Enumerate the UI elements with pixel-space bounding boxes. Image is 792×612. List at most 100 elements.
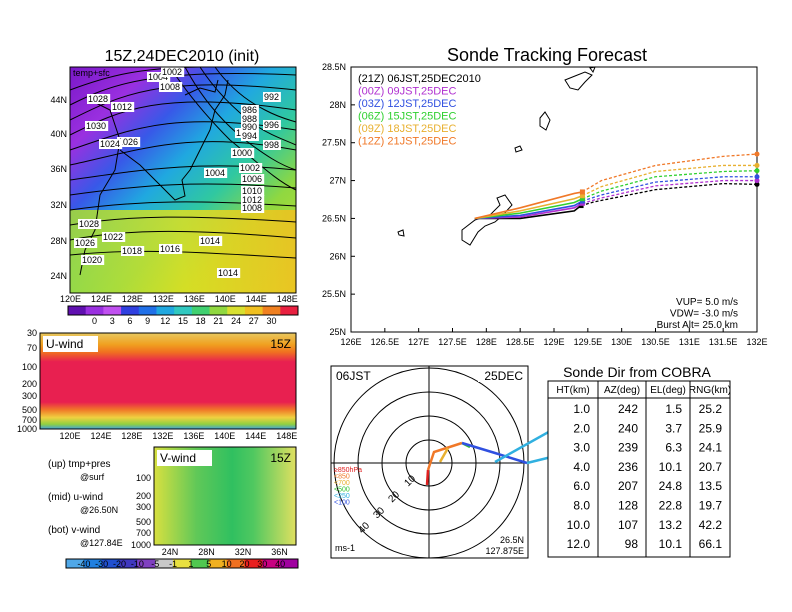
pressure-label: 998 [264,140,279,150]
temp-map-title: 15Z,24DEC2010 (init) [105,48,260,65]
v-wind-colorbar-label: -40 [77,559,90,569]
v-wind-lev-tick: 700 [136,528,151,538]
track-lon-tick: 126E [340,337,361,347]
temp-colorbar-label: 3 [110,316,115,326]
polar-left-label-box [333,368,377,382]
table-cell: 3.0 [573,441,590,455]
pressure-label-bg [263,120,281,130]
track-descent-line [582,164,757,197]
temp-map-lon-tick: 136E [184,294,205,304]
track-lon-tick: 132E [746,337,767,347]
v-wind-frame [153,446,297,546]
pressure-label: 1018 [122,246,142,256]
track-lon-tick: 127E [408,337,429,347]
track-lat-tick: 25N [329,327,346,337]
table-header-cell: AZ(deg) [604,385,640,396]
temp-colorbar-swatch [244,306,264,315]
table-cell: 13.2 [659,518,683,532]
table-cell: 207 [618,479,638,493]
v-wind-colorbar-label: 20 [239,559,249,569]
temp-map-lat-tick: 32N [50,200,67,210]
v-wind-colorbar-label: 40 [275,559,285,569]
table-cell: 6.3 [665,441,682,455]
v-wind-colorbar-label: 30 [257,559,267,569]
temp-colorbar-label: 0 [92,316,97,326]
track-landing-marker [754,162,760,168]
table-cell: 25.2 [699,402,723,416]
v-wind-colorbar-swatch [226,559,245,568]
v-wind-title: V-wind [160,451,196,465]
pressure-label: 1024 [100,139,120,149]
polar-level-legend: ≥850hPa<850<700<500<250<100 [334,467,362,507]
table-cell: 13.5 [699,479,723,493]
track-legend-entry: (06Z) 15JST,25DEC [358,111,456,123]
track-legend-entry: (21Z) 06JST,25DEC2010 [358,73,481,85]
table-cell: 20.7 [699,460,723,474]
track-burst-marker [579,196,585,202]
u-wind-lev-tick: 100 [22,362,37,372]
track-descent-line [582,170,758,200]
track-descent-line [582,153,758,193]
track-panel: Sonde Tracking Forecast (21Z) 06JST,25DE… [322,45,768,347]
track-lat-tick: 26N [329,251,346,261]
temp-map-lon-ticks: 120E 124E 128E 132E 136E 140E 144E 148E [60,294,298,304]
pressure-label-bg [241,203,265,213]
polar-right-label-box [478,368,526,382]
track-landing-marker [754,174,760,180]
temp-colorbar-swatch [121,306,140,315]
v-wind-colorbar-swatch [83,559,103,568]
v-wind-lev-tick: 300 [136,502,151,512]
pressure-label: 996 [264,120,279,130]
note-line-2: @127.84E [80,538,123,548]
pressure-label-bg [159,244,183,254]
v-wind-lat-tick: 36N [271,547,288,557]
pressure-label-bg [239,163,263,173]
temp-colorbar-swatch [156,306,175,315]
temp-colorbar-swatch [262,306,281,315]
v-wind-title-box [157,450,212,466]
table-cell: 10.0 [567,518,591,532]
table-cell: 236 [618,460,638,474]
temp-colorbar: 0 3 6 9 12 15 18 21 24 27 30 [67,305,299,326]
track-landing-marker [754,151,760,157]
table-cell: 4.0 [573,460,590,474]
u-wind-title-box [43,336,98,352]
table-cell: 22.8 [659,499,683,513]
v-wind-colorbar-label: -5 [151,559,159,569]
temp-colorbar-label: 30 [266,316,276,326]
v-wind-lat-tick: 28N [198,547,215,557]
v-wind-colorbar-swatch [155,559,174,568]
temp-colorbar-swatch [103,306,122,315]
temp-colorbar-label: 15 [178,316,188,326]
temp-colorbar-label: 18 [196,316,206,326]
u-wind-lev-tick: 70 [27,343,37,353]
temp-map-lat-ticks: 44N 40N 36N 32N 28N 24N [50,95,67,281]
track-lon-tick: 129.5E [574,337,603,347]
track-descent-line [582,179,757,204]
polar-left-label: 06JST [336,369,371,383]
polar-level-entry: <700 [334,480,350,487]
table-cell: 66.1 [699,537,723,551]
u-wind-title: U-wind [46,337,83,351]
pressure-label: 1030 [86,121,106,131]
track-descent-line [582,176,757,202]
v-wind-colorbar: -40 -30 -20 -10 -5 -1 1 5 10 20 30 40 [65,558,299,569]
track-lon-tick: 126.5E [371,337,400,347]
temp-colorbar-swatch [138,306,157,315]
pressure-label-bg [78,219,102,229]
track-ascent-line [474,200,583,220]
temp-map-lon-tick: 120E [60,294,81,304]
pressure-label-bg [99,139,123,149]
track-ascent-line [474,198,583,220]
v-wind-lev-tick: 1000 [131,540,151,550]
pressure-label-bg [111,102,135,112]
temp-map-lon-tick: 128E [122,294,143,304]
temp-colorbar-frame [67,305,299,316]
note-line-2: @26.50N [80,505,118,515]
v-wind-colorbar-swatch [173,559,192,568]
track-landing-marker [754,168,760,174]
